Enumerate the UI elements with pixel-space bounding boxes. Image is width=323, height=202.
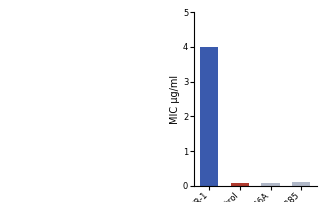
Bar (261, 183, 280, 186)
Y-axis label: MIC µg/ml: MIC µg/ml (170, 74, 180, 124)
Bar (292, 182, 310, 186)
Bar (231, 183, 249, 186)
Bar (200, 47, 218, 186)
